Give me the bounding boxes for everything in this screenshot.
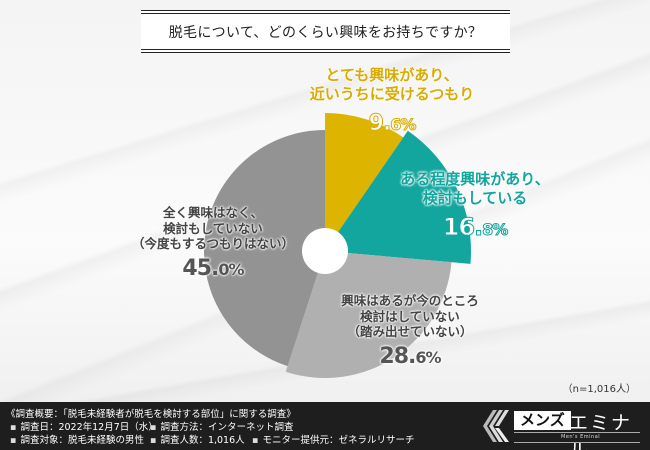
logo-subtitle: Men's Eminal [561,434,601,440]
label-line: 検討もしている [422,188,528,207]
survey-count: 調査人数：1,016人 [150,432,244,446]
pie-chart [203,113,472,378]
slice-label-somewhat-interested: ある程度興味があり、 検討もしている 16.8% [365,170,585,242]
survey-target: 調査対象：脱毛未経験の男性 [10,432,144,446]
slice-not-interested [203,129,325,367]
label-line: とても興味があり、 [325,66,459,84]
slice-label-not-interested: 全く興味はなく、 検討もしていない （今度もするつもりはない） 45.0% [118,205,308,282]
slice-label-very-interested: とても興味があり、 近いうちに受けるつもり 9.6% [262,66,522,137]
sample-size-note: （n=1,016人） [562,384,636,395]
question-title-box: 脱毛について、どのくらい興味をお持ちですか？ [141,10,510,53]
label-line: 興味はあるが今のところ [341,293,479,308]
label-line: （今度もするつもりはない） [131,236,294,252]
survey-method: 調査方法：インターネット調査 [150,419,293,433]
pie-center-hole [302,228,348,274]
logo-mens-text: メンズ [514,411,571,430]
slice-percent: 45.0% [182,255,244,281]
label-line: 近いうちに受けるつもり [309,84,475,103]
monitor-provider: モニター提供元：ゼネラルリサーチ [252,432,414,446]
slice-percent: 16.8% [442,212,509,241]
slice-somewhat-interested [325,130,472,264]
logo-divider [514,442,640,443]
slice-very-interested [325,113,404,251]
logo-divider [514,432,640,433]
survey-date: 調査日：2022年12月7日（水） [10,419,157,433]
logo-eminal-text: エミナル [569,412,633,450]
label-line: 検討はしていない [360,308,460,324]
label-line: ある程度興味があり、 [400,170,550,188]
slice-label-interested-not-considering: 興味はあるが今のところ 検討はしていない （踏み出せていない） 28.6% [310,293,510,370]
label-line: 全く興味はなく、 [162,205,263,220]
slice-percent: 9.6% [368,110,417,136]
survey-title: 《調査概要：「脱毛未経験者が脱毛を検討する部位」に関する調査》 [6,409,296,420]
label-line: （踏み出せていない） [347,324,473,340]
label-line: 検討もしていない [163,220,263,236]
mens-eminal-logo: メンズ エミナル Men's Eminal [483,406,643,450]
logo-stripes-icon [483,410,509,442]
question-title: 脱毛について、どのくらい興味をお持ちですか？ [168,24,483,41]
slice-percent: 28.6% [379,343,441,369]
slice-interested-not-considering [285,251,452,378]
